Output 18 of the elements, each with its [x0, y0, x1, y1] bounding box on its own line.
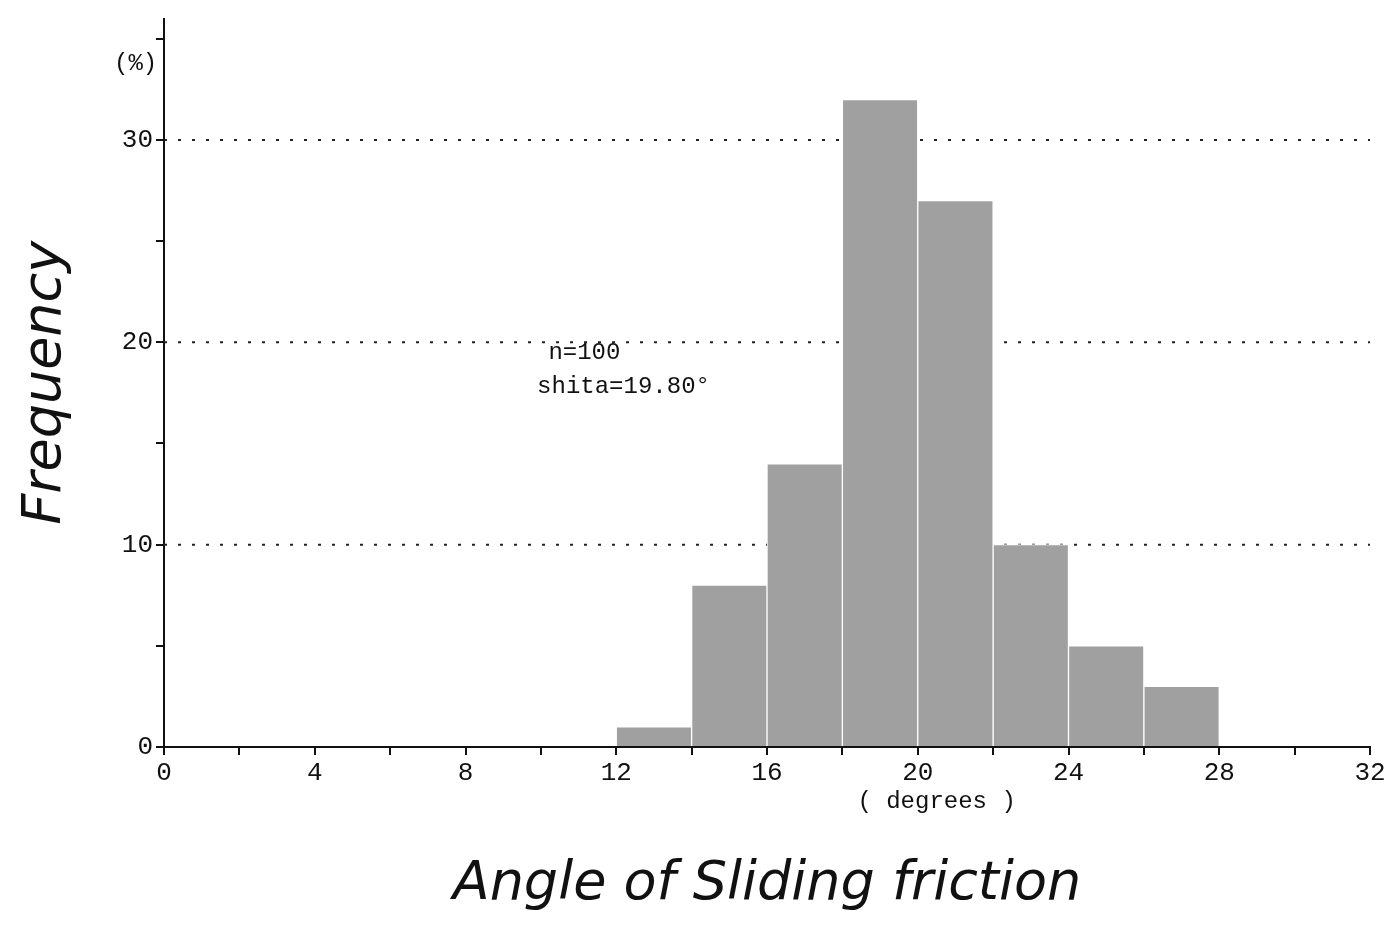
y-tick-label: 0: [137, 731, 154, 762]
x-tick-label: 24: [1052, 758, 1085, 789]
y-tick-label: 30: [121, 124, 154, 155]
x-tick-label: 32: [1354, 758, 1386, 789]
x-tick-label: 8: [457, 758, 474, 789]
annotation: shita=19.80°: [537, 373, 710, 401]
y-axis-title: Frequency: [10, 239, 74, 525]
x-tick-label: 28: [1203, 758, 1235, 789]
x-axis-title: Angle of Sliding friction: [449, 848, 1082, 912]
x-tick-label: 4: [306, 758, 323, 789]
x-tick-label: 12: [600, 758, 632, 789]
annotation: n=100: [548, 338, 621, 366]
x-tick-label: 20: [902, 758, 934, 789]
text: (%): [114, 49, 158, 77]
y-tick-label: 20: [121, 327, 154, 358]
text: ( degrees ): [857, 788, 1016, 816]
y-tick-label: 10: [121, 529, 154, 560]
x-tick-label: 16: [751, 758, 783, 789]
